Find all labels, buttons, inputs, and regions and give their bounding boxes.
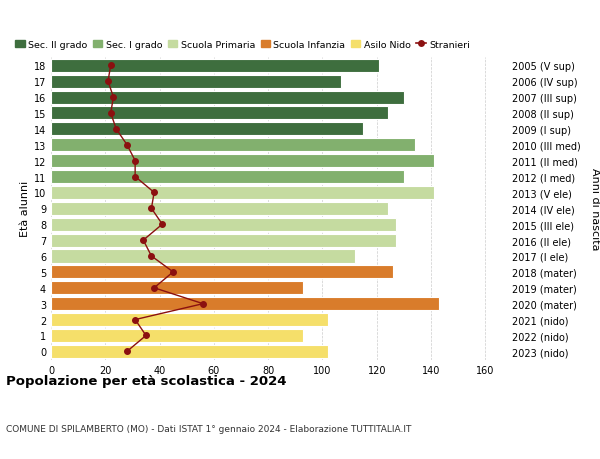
Bar (51, 282, 304, 295)
Text: Popolazione per età scolastica - 2024: Popolazione per età scolastica - 2024 (6, 374, 287, 387)
Bar (51, 75, 341, 89)
Bar (51, 91, 404, 104)
Y-axis label: Anni di nascita: Anni di nascita (590, 168, 600, 250)
Bar (51, 139, 415, 152)
Bar (51, 171, 404, 184)
Bar (51, 218, 396, 231)
Y-axis label: Età alunni: Età alunni (20, 181, 29, 237)
Bar (51, 123, 363, 136)
Bar (51, 60, 379, 73)
Bar (51, 107, 388, 120)
Bar (51, 297, 439, 310)
Bar (51, 202, 388, 215)
Legend: Sec. II grado, Sec. I grado, Scuola Primaria, Scuola Infanzia, Asilo Nido, Stran: Sec. II grado, Sec. I grado, Scuola Prim… (15, 40, 470, 50)
Text: COMUNE DI SPILAMBERTO (MO) - Dati ISTAT 1° gennaio 2024 - Elaborazione TUTTITALI: COMUNE DI SPILAMBERTO (MO) - Dati ISTAT … (6, 425, 412, 434)
Bar (51, 313, 328, 326)
Bar (51, 250, 355, 263)
Bar (51, 234, 396, 247)
Bar (51, 266, 393, 279)
Bar (51, 186, 434, 200)
Bar (51, 155, 434, 168)
Bar (51, 345, 328, 358)
Bar (51, 329, 304, 342)
